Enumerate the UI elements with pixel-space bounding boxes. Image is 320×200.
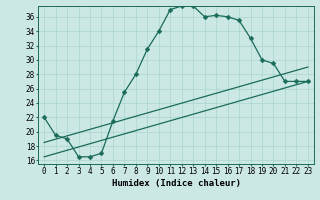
X-axis label: Humidex (Indice chaleur): Humidex (Indice chaleur) — [111, 179, 241, 188]
